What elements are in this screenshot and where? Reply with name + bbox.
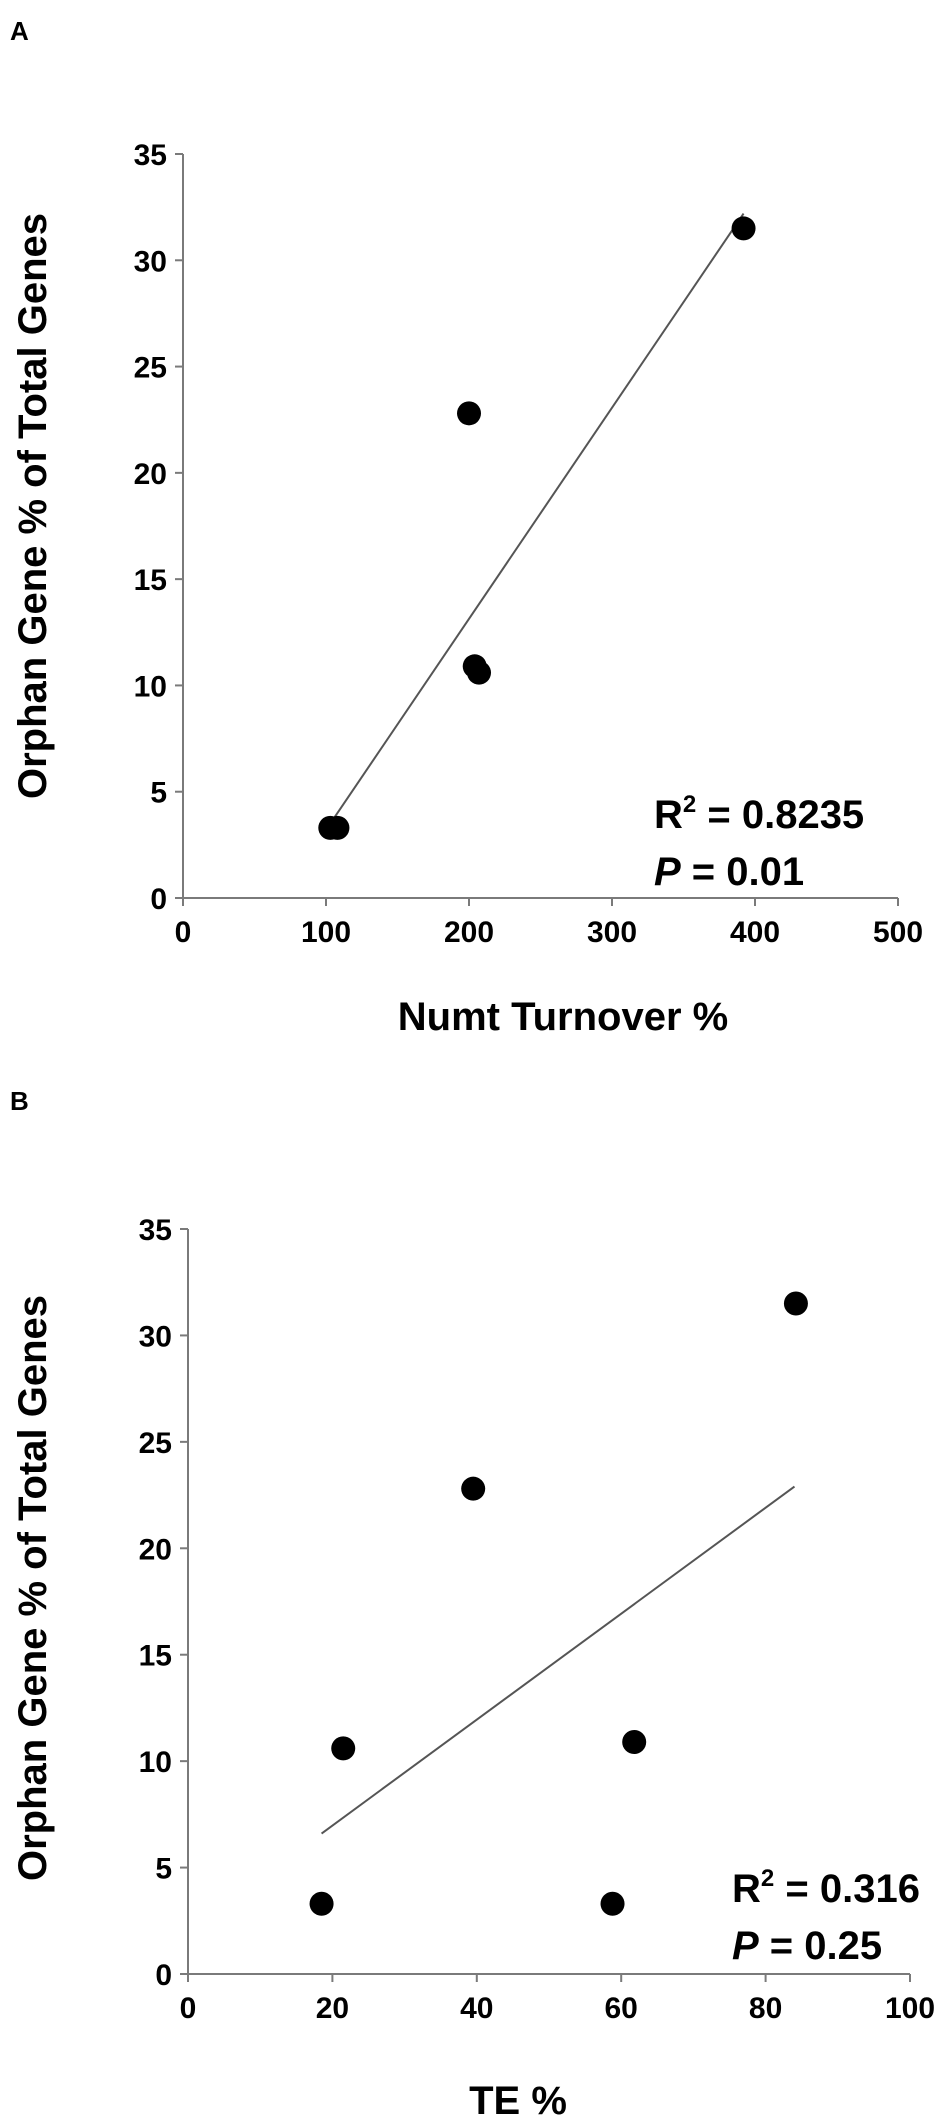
panel-a-r2: R2 = 0.8235 bbox=[654, 791, 864, 837]
data-point bbox=[457, 401, 481, 426]
data-point bbox=[600, 1891, 625, 1916]
data-point bbox=[622, 1729, 647, 1754]
data-point bbox=[331, 1736, 356, 1761]
y-tick-label: 10 bbox=[139, 1746, 172, 1779]
x-tick-label: 40 bbox=[460, 1992, 493, 2025]
y-tick-label: 0 bbox=[150, 883, 167, 916]
y-tick-label: 15 bbox=[139, 1640, 172, 1673]
panel-a-xlabel: Numt Turnover % bbox=[398, 995, 728, 1039]
panel-b-label: B bbox=[10, 1086, 29, 1116]
y-tick-label: 15 bbox=[134, 564, 167, 597]
panel-a-plot: 0 5 10 15 20 25 30 35 0 100 200 300 400 500 bbox=[134, 139, 923, 949]
y-tick-label: 30 bbox=[139, 1320, 172, 1353]
x-tick-label: 0 bbox=[180, 1992, 197, 2025]
panel-a: A Orphan Gene % of Total Genes Numt Turn… bbox=[10, 16, 923, 1039]
y-tick-label: 25 bbox=[139, 1427, 172, 1460]
x-tick-label: 80 bbox=[749, 1992, 782, 2025]
x-tick-label: 200 bbox=[444, 916, 494, 949]
data-point bbox=[783, 1291, 808, 1316]
panel-b-plot: 0 5 10 15 20 25 30 35 0 20 40 60 80 100 bbox=[139, 1214, 935, 2025]
y-tick-label: 20 bbox=[134, 458, 167, 491]
trendline bbox=[320, 1485, 796, 1835]
y-tick-label: 10 bbox=[134, 670, 167, 703]
y-tick-label: 0 bbox=[155, 1959, 172, 1992]
y-tick-label: 25 bbox=[134, 352, 167, 385]
x-tick-label: 300 bbox=[587, 916, 637, 949]
x-tick-label: 100 bbox=[301, 916, 351, 949]
x-tick-label: 100 bbox=[885, 1992, 935, 2025]
y-tick-label: 35 bbox=[134, 139, 167, 172]
data-point bbox=[731, 216, 756, 241]
y-tick-label: 35 bbox=[139, 1214, 172, 1247]
data-point bbox=[325, 815, 350, 840]
panel-b: B Orphan Gene % of Total Genes TE % R2 =… bbox=[10, 1086, 935, 2122]
panel-b-p: P = 0.25 bbox=[732, 1924, 882, 1968]
x-tick-label: 500 bbox=[873, 916, 923, 949]
panel-b-ylabel: Orphan Gene % of Total Genes bbox=[11, 1295, 55, 1881]
trendline bbox=[329, 212, 745, 825]
y-tick-label: 5 bbox=[155, 1853, 172, 1886]
x-tick-label: 20 bbox=[316, 1992, 349, 2025]
x-tick-label: 0 bbox=[175, 916, 192, 949]
data-point bbox=[467, 660, 492, 685]
panel-b-r2: R2 = 0.316 bbox=[732, 1865, 920, 1911]
y-tick-label: 30 bbox=[134, 245, 167, 278]
panel-a-p: P = 0.01 bbox=[654, 850, 804, 894]
x-tick-label: 400 bbox=[730, 916, 780, 949]
panel-b-xlabel: TE % bbox=[469, 2079, 567, 2122]
y-tick-label: 5 bbox=[150, 777, 167, 810]
y-tick-label: 20 bbox=[139, 1533, 172, 1566]
panel-a-label: A bbox=[10, 16, 29, 46]
data-point bbox=[461, 1476, 486, 1501]
x-tick-label: 60 bbox=[605, 1992, 638, 2025]
panel-a-ylabel: Orphan Gene % of Total Genes bbox=[11, 213, 55, 799]
data-point bbox=[309, 1891, 334, 1916]
